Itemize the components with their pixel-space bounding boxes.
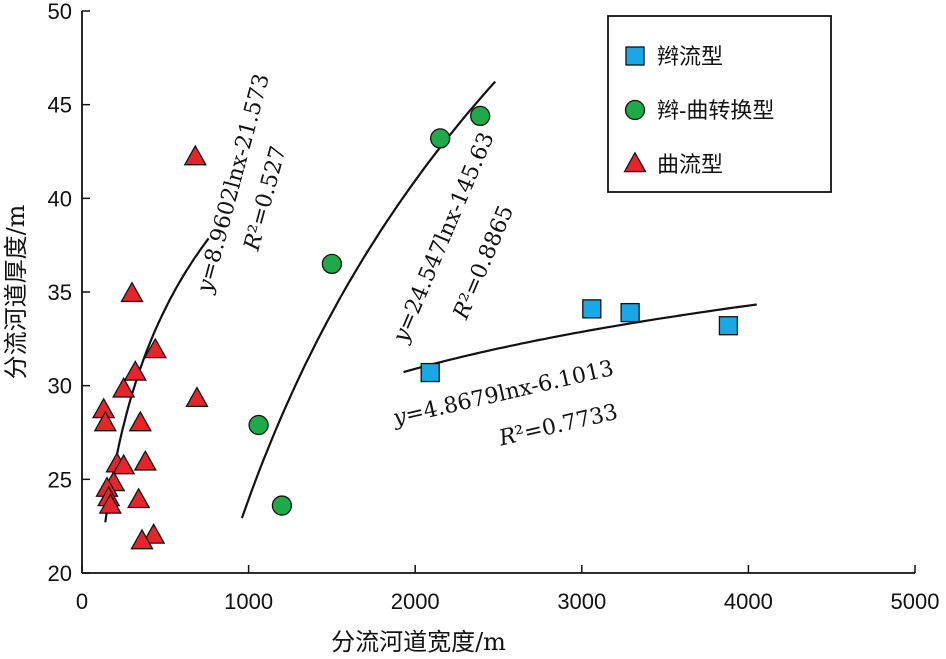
circle-marker (248, 414, 269, 436)
triangle-marker (112, 453, 136, 475)
circle-marker (470, 105, 491, 127)
y-tick-label: 50 (48, 0, 72, 24)
legend-square-icon (625, 46, 645, 66)
x-tick-label: 2000 (391, 589, 440, 614)
fit-equations: y=4.8679lnx-6.1013R²=0.7733y=24.547lnx-1… (192, 71, 620, 451)
triangle-marker (127, 487, 151, 509)
triangle-marker (142, 523, 166, 544)
triangle-marker (112, 376, 136, 398)
y-tick-label: 25 (48, 467, 72, 492)
triangle-marker (143, 337, 167, 359)
fit-curve (240, 80, 497, 519)
x-tick-label: 4000 (724, 589, 773, 614)
fit-curve (104, 237, 210, 523)
circle-marker (430, 128, 451, 149)
y-tick-label: 35 (48, 280, 72, 305)
y-tick-label: 40 (48, 186, 72, 211)
square-marker (582, 299, 602, 319)
square-marker (718, 316, 739, 336)
triangle-marker (120, 281, 144, 303)
triangle-marker (98, 493, 122, 514)
legend-label: 辫流型 (657, 45, 723, 70)
x-tick-label: 1000 (224, 589, 273, 614)
circle-marker (321, 253, 343, 275)
x-tick-label: 0 (76, 589, 88, 614)
circle-marker (271, 495, 293, 516)
x-axis-label: 分流河道宽度/m (331, 628, 506, 656)
legend-circle-icon (624, 99, 646, 121)
x-tick-label: 3000 (557, 589, 606, 614)
fit-curves (104, 80, 757, 523)
triangle-marker (123, 360, 147, 381)
triangle-marker (133, 449, 157, 471)
triangle-marker (183, 144, 207, 166)
triangle-marker (130, 528, 154, 550)
triangle-marker (128, 410, 152, 432)
square-marker (420, 362, 440, 383)
triangle-marker (93, 410, 117, 432)
legend-label: 曲流型 (657, 153, 723, 178)
x-tick-label: 5000 (891, 589, 940, 614)
fit-r2-label: R²=0.7733 (496, 400, 620, 452)
legend-label: 辫-曲转换型 (657, 99, 774, 124)
legend-box (607, 15, 832, 193)
triangle-marker (185, 386, 209, 407)
y-tick-label: 45 (48, 93, 72, 118)
square-marker (620, 302, 640, 323)
data-markers (92, 105, 739, 550)
legend-triangle-icon (623, 151, 647, 173)
y-tick-label: 30 (48, 374, 72, 399)
y-axis-label: 分流河道厚度/m (2, 204, 30, 379)
fit-curve (403, 303, 757, 374)
y-tick-label: 20 (48, 561, 72, 586)
